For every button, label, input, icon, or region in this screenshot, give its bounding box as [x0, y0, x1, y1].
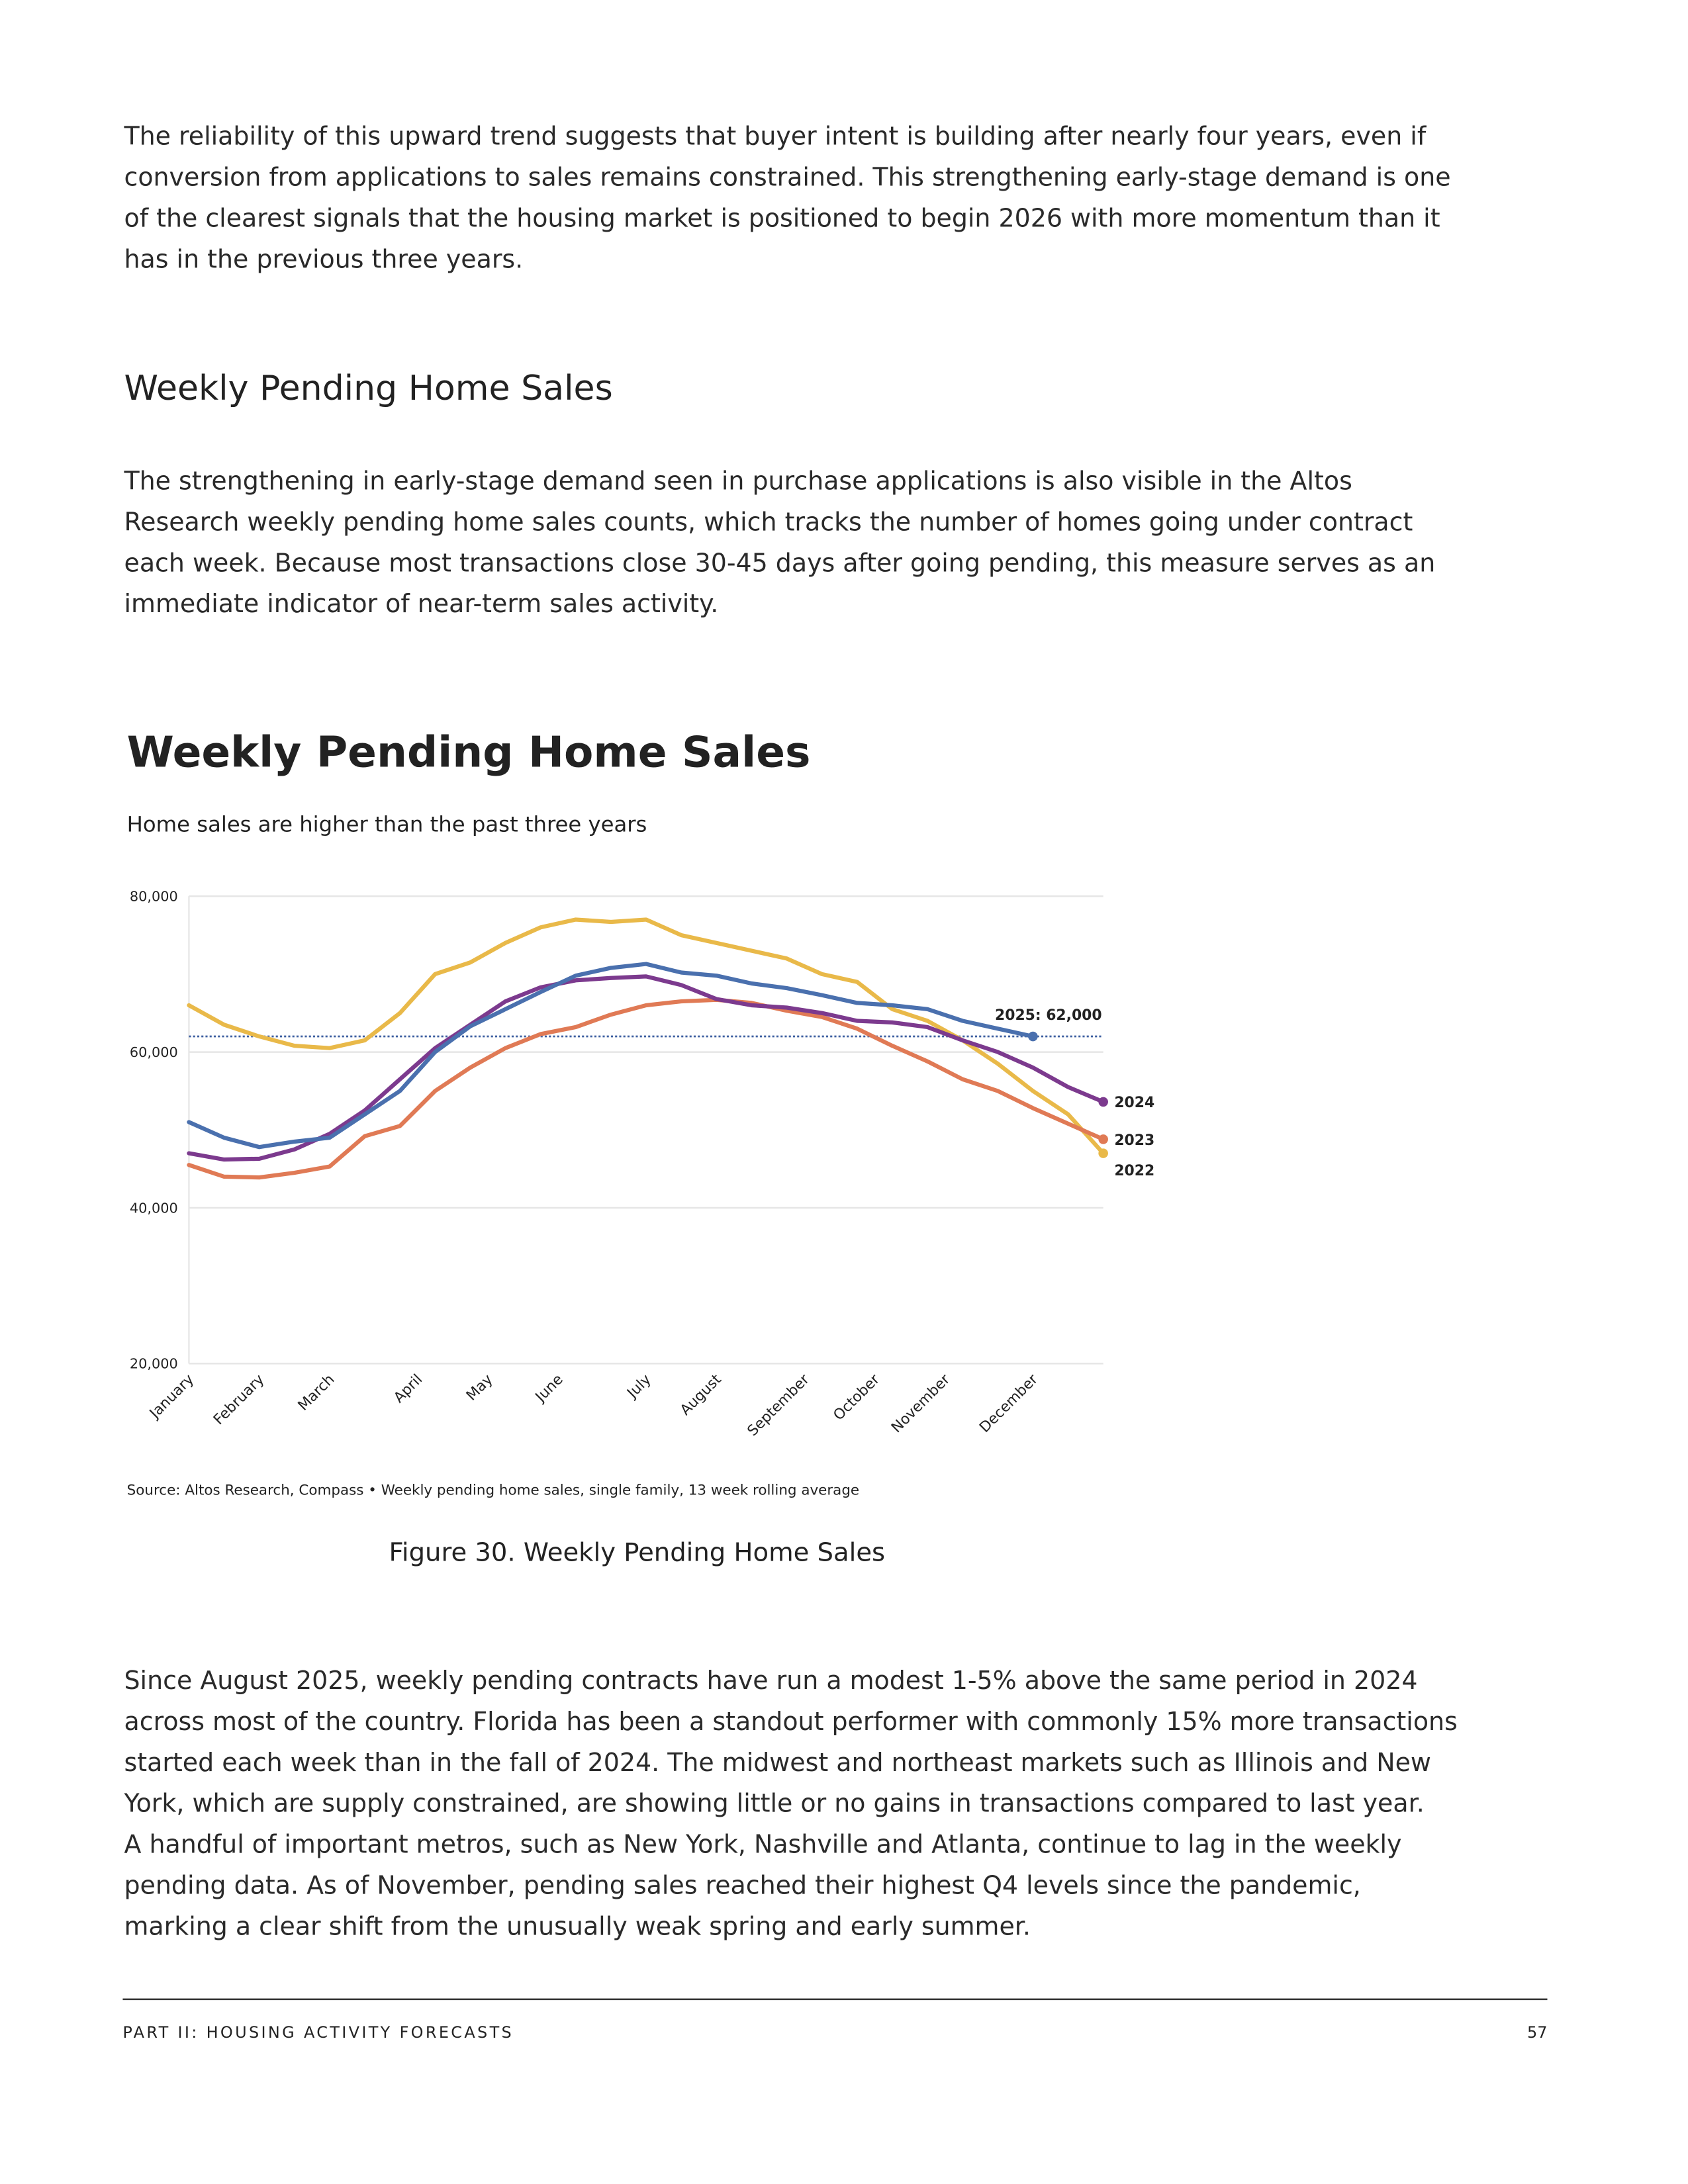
page-number: 57 [1527, 2023, 1547, 2042]
series-line [187, 997, 1105, 1180]
end-point [1098, 1148, 1108, 1158]
paragraph-line: conversion from applications to sales re… [124, 163, 1451, 192]
series-label: 2023 [1114, 1132, 1154, 1149]
paragraph-line: Research weekly pending home sales count… [124, 507, 1413, 536]
chart-source: Source: Altos Research, Compass • Weekly… [127, 1482, 859, 1498]
paragraph-line: The reliability of this upward trend sug… [124, 122, 1427, 151]
paragraph-line: of the clearest signals that the housing… [124, 203, 1440, 232]
series-label: 2022 [1114, 1163, 1154, 1179]
paragraph-line: Since August 2025, weekly pending contra… [124, 1666, 1418, 1695]
paragraph-line: A handful of important metros, such as N… [124, 1830, 1402, 1859]
paragraph-line: marking a clear shift from the unusually… [124, 1911, 1031, 1940]
footer-section: PART II: HOUSING ACTIVITY FORECASTS [122, 2023, 514, 2042]
y-tick-label: 40,000 [130, 1200, 178, 1216]
series-label: 2024 [1114, 1095, 1154, 1111]
y-tick-label: 20,000 [130, 1356, 178, 1372]
end-point [1098, 1134, 1108, 1144]
paragraph-line: started each week than in the fall of 20… [124, 1748, 1431, 1777]
end-point [1028, 1031, 1038, 1042]
paragraph-line: has in the previous three years. [124, 244, 524, 273]
figure-caption: Figure 30. Weekly Pending Home Sales [389, 1537, 886, 1567]
series-label: 2025: 62,000 [995, 1007, 1102, 1024]
paragraph-line: each week. Because most transactions clo… [124, 548, 1436, 577]
chart-subtitle: Home sales are higher than the past thre… [127, 811, 647, 837]
paragraph-line: immediate indicator of near-term sales a… [124, 589, 719, 618]
paragraph-line: York, which are supply constrained, are … [124, 1789, 1425, 1818]
series-line [187, 974, 1105, 1162]
section-heading: Weekly Pending Home Sales [124, 369, 613, 408]
paragraph-line: The strengthening in early-stage demand … [124, 467, 1352, 496]
paragraph-line: across most of the country. Florida has … [124, 1707, 1458, 1736]
series-line [187, 962, 1035, 1150]
paragraph-line: pending data. As of November, pending sa… [124, 1870, 1361, 1899]
y-tick-label: 80,000 [130, 888, 178, 904]
y-tick-label: 60,000 [130, 1044, 178, 1060]
chart-title: Weekly Pending Home Sales [127, 727, 811, 777]
end-point [1098, 1097, 1108, 1107]
